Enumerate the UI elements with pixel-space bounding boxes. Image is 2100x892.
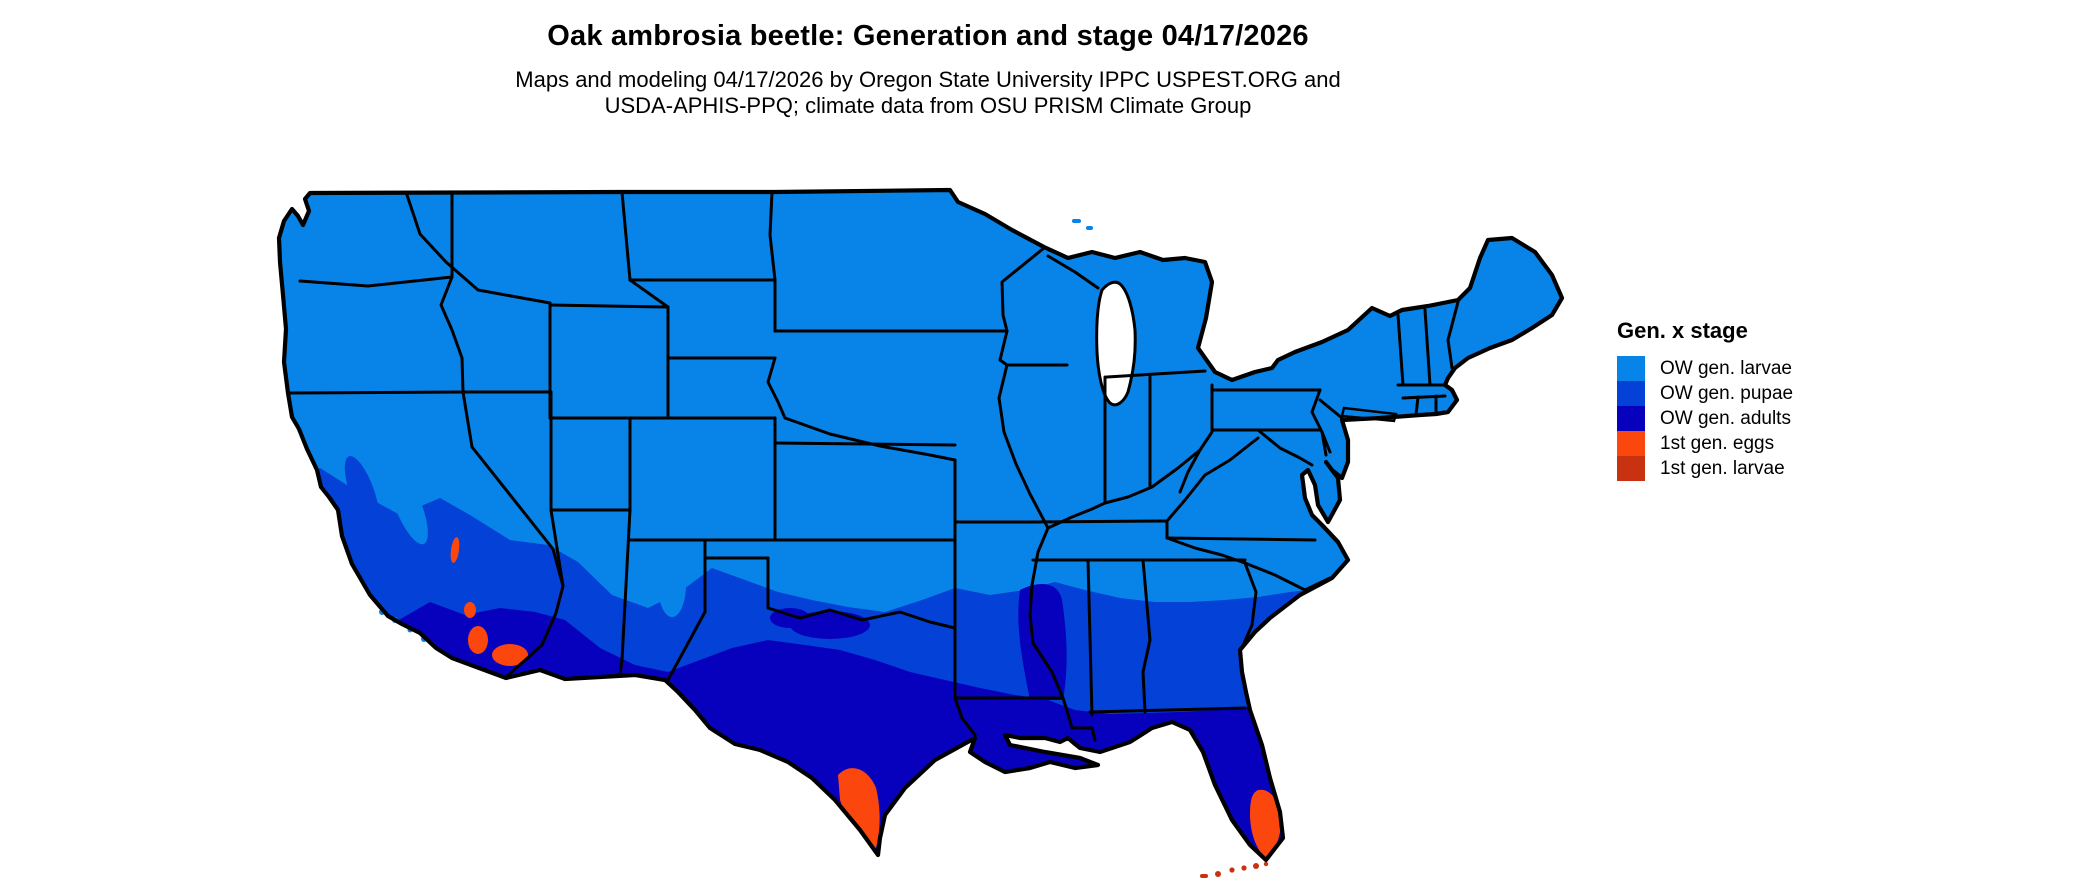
zone-eggs-south-texas [838, 768, 880, 854]
legend-swatch-1st-eggs [1617, 431, 1645, 456]
map-attribution: Maps and modeling 04/17/2026 by Oregon S… [0, 67, 1856, 119]
legend-item: OW gen. larvae [1617, 356, 1793, 381]
legend-swatch-ow-larvae [1617, 356, 1645, 381]
legend-label: OW gen. larvae [1660, 358, 1792, 379]
legend-item: OW gen. adults [1617, 406, 1793, 431]
us-phenology-map [276, 187, 1565, 878]
legend-item: 1st gen. larvae [1617, 456, 1793, 481]
zone-eggs-south-florida [1250, 789, 1281, 858]
zone-eggs-colorado-river [450, 537, 460, 563]
legend-item: OW gen. pupae [1617, 381, 1793, 406]
legend-label: OW gen. adults [1660, 408, 1791, 429]
legend-item: 1st gen. eggs [1617, 431, 1793, 456]
attribution-line-2: USDA-APHIS-PPQ; climate data from OSU PR… [604, 93, 1252, 118]
legend-label: 1st gen. larvae [1660, 458, 1785, 479]
legend-swatch-ow-adults [1617, 406, 1645, 431]
zone-eggs-imperial [468, 626, 488, 654]
attribution-line-1: Maps and modeling 04/17/2026 by Oregon S… [515, 67, 1341, 92]
legend-label: OW gen. pupae [1660, 383, 1794, 404]
zone-eggs-az-1 [492, 644, 528, 666]
legend-swatch-ow-pupae [1617, 381, 1645, 406]
state-borders [286, 190, 1460, 742]
map-legend: Gen. x stage OW gen. larvae OW gen. pupa… [1617, 318, 1793, 481]
patch-nm-mountains-larvae [658, 553, 686, 617]
legend-swatch-1st-larvae [1617, 456, 1645, 481]
lake-michigan [1095, 280, 1137, 407]
patch-sierra-larvae [388, 465, 428, 545]
patch-ca-valley-pupae [344, 456, 380, 528]
page-title: Oak ambrosia beetle: Generation and stag… [547, 20, 1309, 52]
zone-1st-larvae-keys [1200, 861, 1269, 878]
us-outline [276, 187, 1565, 863]
zone-eggs-az-3 [464, 602, 476, 618]
map-header: Oak ambrosia beetle: Generation and stag… [0, 0, 1856, 119]
legend-title: Gen. x stage [1617, 318, 1748, 343]
legend-label: 1st gen. eggs [1660, 433, 1775, 454]
